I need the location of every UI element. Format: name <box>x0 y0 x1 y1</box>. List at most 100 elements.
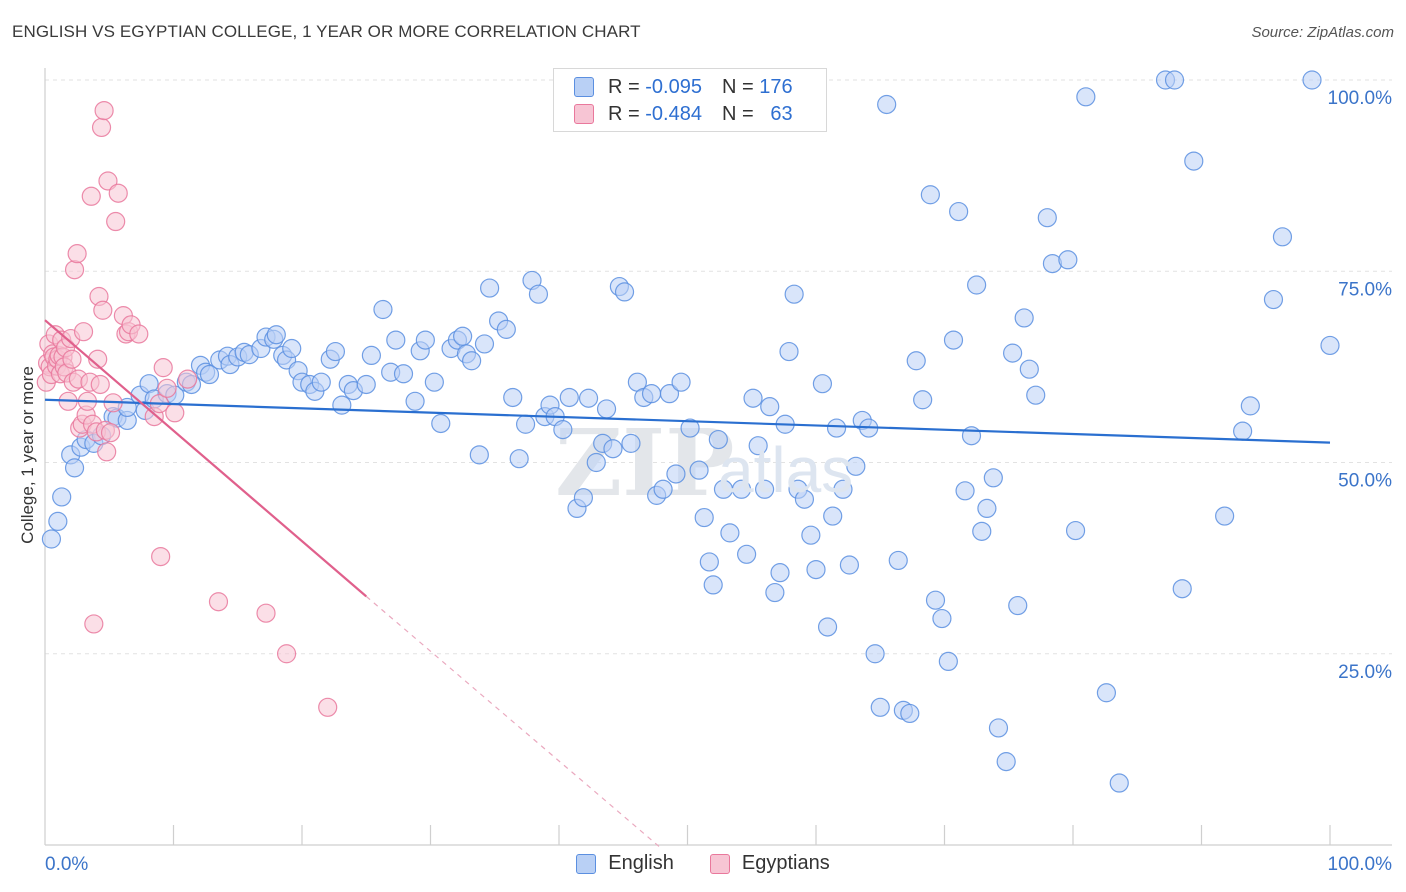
english-point <box>748 436 768 456</box>
english-point <box>1037 208 1057 228</box>
english-point <box>503 387 523 408</box>
stats-row-egyptians: R = -0.484 N = 63 <box>574 101 793 127</box>
trend-lines <box>44 319 1331 850</box>
english-point <box>553 420 573 440</box>
legend-label: English <box>608 852 674 874</box>
english-point <box>361 345 381 365</box>
english-point <box>754 479 775 499</box>
english-point <box>784 284 804 304</box>
english-point <box>977 498 997 518</box>
egyptians-point <box>64 260 85 280</box>
legend-item-english[interactable]: English <box>576 852 674 875</box>
egyptians-point <box>93 300 113 320</box>
watermark-atlas: atlas <box>718 434 853 506</box>
english-point <box>41 529 62 549</box>
english-point <box>765 582 785 603</box>
english-point <box>720 523 740 543</box>
english-point <box>1003 343 1023 363</box>
english-point <box>671 372 691 392</box>
english-point <box>967 275 987 295</box>
english-point <box>731 479 752 499</box>
egyptians-point <box>256 603 276 623</box>
n-value: 63 <box>770 102 793 125</box>
egyptians-point <box>73 322 94 342</box>
english-point <box>52 487 72 507</box>
english-point <box>614 282 635 302</box>
english-point <box>983 468 1003 488</box>
english-point <box>770 563 790 583</box>
english-point <box>474 334 495 354</box>
y-tick-label: 25.0% <box>1338 662 1392 683</box>
english-point <box>823 506 843 526</box>
english-point <box>817 617 838 637</box>
english-point <box>480 278 500 298</box>
egyptians-point <box>67 244 87 264</box>
chart-legend: English Egyptians <box>0 852 1406 875</box>
english-point <box>578 388 599 408</box>
legend-item-egyptians[interactable]: Egyptians <box>709 852 830 875</box>
english-point <box>900 703 920 724</box>
english-point <box>839 555 860 575</box>
english-point <box>415 330 435 350</box>
english-point <box>393 364 414 384</box>
english-point <box>925 590 946 610</box>
egyptians-point <box>157 378 177 398</box>
english-point <box>806 559 826 580</box>
english-point <box>1065 520 1086 541</box>
stats-row-english: R = -0.095 N = 176 <box>574 74 793 100</box>
english-point <box>743 388 763 408</box>
english-point <box>462 351 482 371</box>
english-point <box>689 460 709 480</box>
english-point <box>1096 683 1117 703</box>
english-point <box>972 521 992 541</box>
gridlines <box>45 79 1392 655</box>
egyptians-point <box>106 211 126 232</box>
english-point <box>812 374 833 394</box>
english-point <box>1233 421 1253 441</box>
english-trend-line <box>44 398 1331 444</box>
y-tick-label: 100.0% <box>1328 88 1393 109</box>
egyptians-point <box>208 592 229 612</box>
english-point <box>596 399 617 419</box>
x-tick-label: 0.0% <box>45 854 88 875</box>
n-value: 176 <box>759 75 793 98</box>
english-point <box>356 374 376 395</box>
legend-label: Egyptians <box>741 852 830 874</box>
english-point <box>1302 70 1322 90</box>
english-point <box>1058 250 1078 270</box>
chart-title: ENGLISH VS EGYPTIAN COLLEGE, 1 YEAR OR M… <box>12 22 641 41</box>
english-point <box>1008 595 1028 616</box>
egyptians-point <box>153 358 173 378</box>
egyptians-point <box>90 374 110 395</box>
egyptians-point <box>318 697 338 717</box>
english-point <box>1215 506 1235 526</box>
english-point <box>64 458 85 478</box>
x-tick-label: 100.0% <box>1328 854 1393 875</box>
english-swatch <box>574 77 594 97</box>
egyptians-trend-extension <box>365 595 663 850</box>
english-point <box>424 372 444 392</box>
english-point <box>48 511 68 532</box>
english-point <box>888 550 908 571</box>
tick-labels: 25.0% 50.0% 75.0% 100.0% 0.0% 100.0% <box>45 88 1392 875</box>
egyptians-point <box>100 423 121 443</box>
egyptians-point <box>129 324 149 344</box>
english-point <box>1184 151 1204 171</box>
egyptians-point <box>151 546 171 567</box>
english-legend-swatch <box>576 853 597 874</box>
english-point <box>586 452 606 473</box>
english-point <box>199 364 220 385</box>
english-point <box>405 391 425 411</box>
egyptians-point <box>165 403 185 423</box>
egyptians-point <box>88 349 108 369</box>
english-point <box>920 185 940 205</box>
egyptians-trend-line <box>44 319 367 598</box>
correlation-stats-box: R = -0.095 N = 176 R = -0.484 N = 63 <box>553 68 827 132</box>
r-value: -0.095 <box>645 75 702 98</box>
english-point <box>1076 87 1096 107</box>
english-point <box>694 507 714 528</box>
english-point <box>737 544 757 564</box>
english-point <box>266 325 286 345</box>
egyptians-point <box>98 171 118 191</box>
